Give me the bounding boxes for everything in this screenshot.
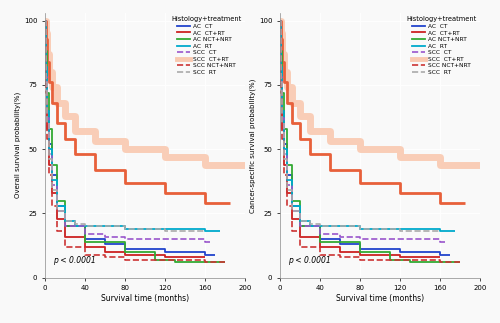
Legend: AC  CT, AC  CT+RT, AC NCT+NRT, AC  RT, SCC  CT, SCC  CT+RT, SCC NCT+NRT, SCC  RT: AC CT, AC CT+RT, AC NCT+NRT, AC RT, SCC … <box>170 15 243 77</box>
Legend: AC  CT, AC  CT+RT, AC NCT+NRT, AC  RT, SCC  CT, SCC  CT+RT, SCC NCT+NRT, SCC  RT: AC CT, AC CT+RT, AC NCT+NRT, AC RT, SCC … <box>404 15 478 77</box>
X-axis label: Survival time (months): Survival time (months) <box>336 294 424 303</box>
Text: p < 0.0001: p < 0.0001 <box>53 255 96 265</box>
Text: p < 0.0001: p < 0.0001 <box>288 255 331 265</box>
Y-axis label: Overall survival probability(%): Overall survival probability(%) <box>14 92 21 198</box>
X-axis label: Survival time (months): Survival time (months) <box>101 294 189 303</box>
Y-axis label: Cancer-specific survival probability(%): Cancer-specific survival probability(%) <box>250 78 256 213</box>
